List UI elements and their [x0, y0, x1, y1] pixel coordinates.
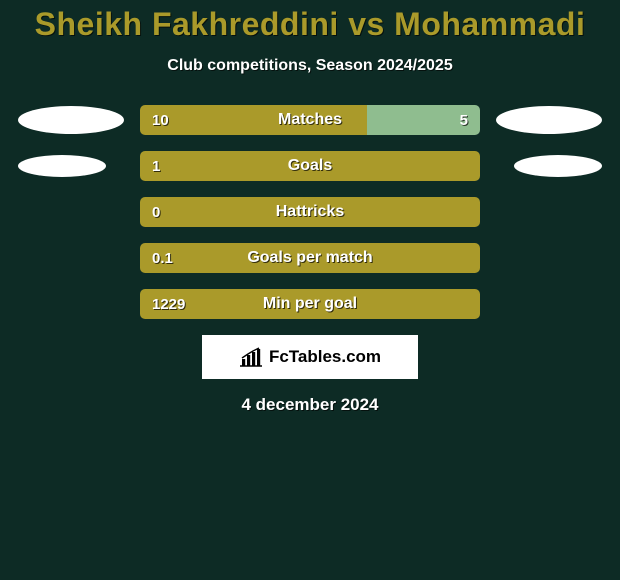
right-ellipse [496, 106, 602, 134]
stat-bar: Min per goal1229 [140, 289, 480, 319]
stat-row: Goals per match0.1 [10, 243, 610, 273]
bar-chart-icon [239, 347, 263, 367]
stat-bar: Goals per match0.1 [140, 243, 480, 273]
bar-left-segment [140, 105, 367, 135]
page-title: Sheikh Fakhreddini vs Mohammadi [0, 0, 620, 43]
bar-left-segment [140, 197, 480, 227]
stat-bar: Matches105 [140, 105, 480, 135]
bar-right-segment [367, 105, 480, 135]
stat-rows: Matches105 Goals1 Hattricks0 Goals per matc… [0, 105, 620, 319]
bar-left-segment [140, 289, 480, 319]
stat-row: Min per goal1229 [10, 289, 610, 319]
bar-left-segment [140, 243, 480, 273]
bar-left-segment [140, 151, 480, 181]
comparison-infographic: Sheikh Fakhreddini vs Mohammadi Club com… [0, 0, 620, 580]
stat-row: Hattricks0 [10, 197, 610, 227]
right-ellipse [514, 155, 602, 177]
left-ellipse [18, 106, 124, 134]
brand-badge: FcTables.com [202, 335, 418, 379]
stat-row: Matches105 [10, 105, 610, 135]
stat-bar: Goals1 [140, 151, 480, 181]
brand-text: FcTables.com [269, 347, 381, 367]
left-ellipse [18, 155, 106, 177]
date-label: 4 december 2024 [0, 395, 620, 415]
stat-row: Goals1 [10, 151, 610, 181]
stat-bar: Hattricks0 [140, 197, 480, 227]
page-subtitle: Club competitions, Season 2024/2025 [0, 57, 620, 75]
